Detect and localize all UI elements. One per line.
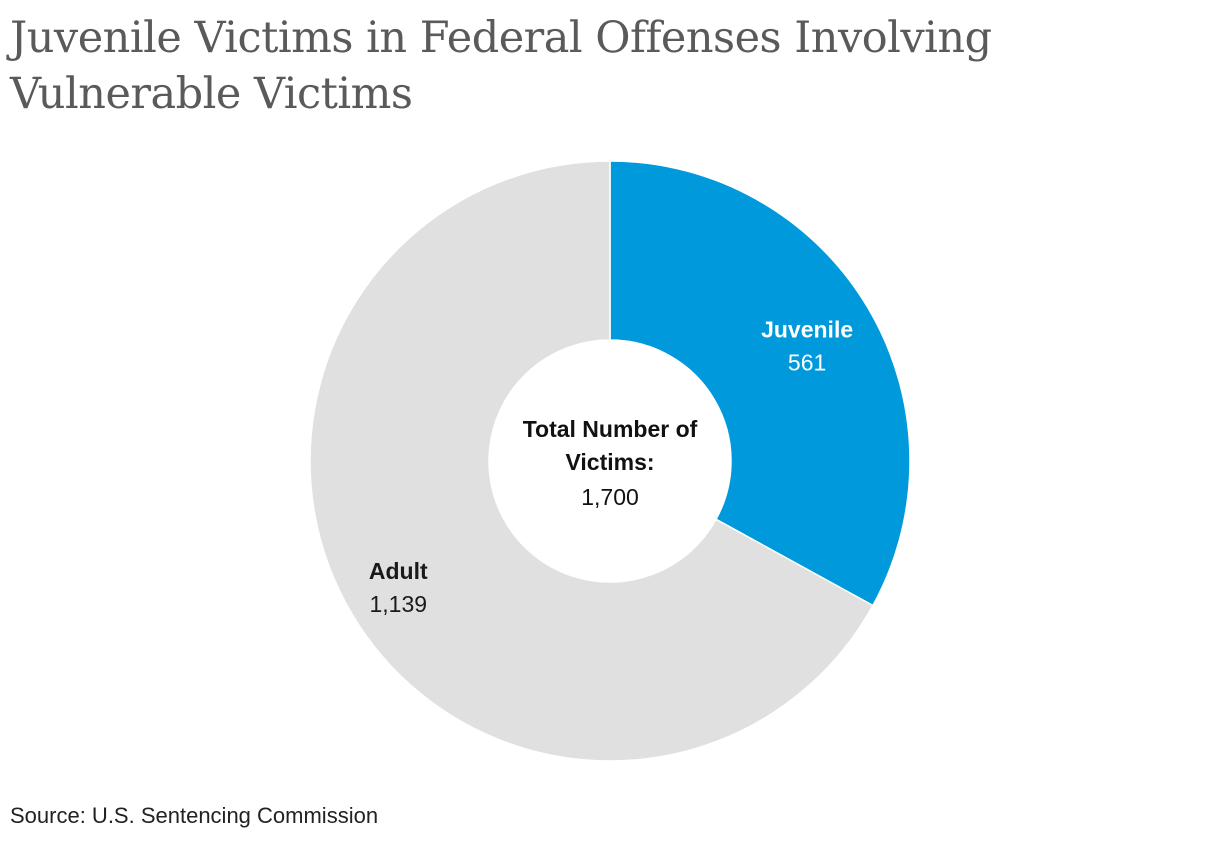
center-total-value: 1,700 [581, 484, 639, 510]
source-note: Source: U.S. Sentencing Commission [10, 803, 379, 828]
center-label-line2: Victims: [565, 449, 654, 475]
slice-adult [309, 160, 874, 762]
slice-juvenile [609, 160, 911, 607]
slice-value-adult: 1,139 [369, 591, 427, 617]
slice-labels: Juvenile 561 Adult 1,139 [369, 316, 853, 617]
center-label: Total Number of Victims: 1,700 [523, 416, 698, 510]
center-label-line1: Total Number of [523, 416, 698, 442]
donut-slices [309, 160, 911, 762]
slice-label-juvenile: Juvenile [761, 316, 853, 342]
slice-label-adult: Adult [369, 558, 428, 584]
chart-title: Juvenile Victims in Federal Offenses Inv… [10, 13, 992, 119]
slice-value-juvenile: 561 [788, 349, 826, 375]
